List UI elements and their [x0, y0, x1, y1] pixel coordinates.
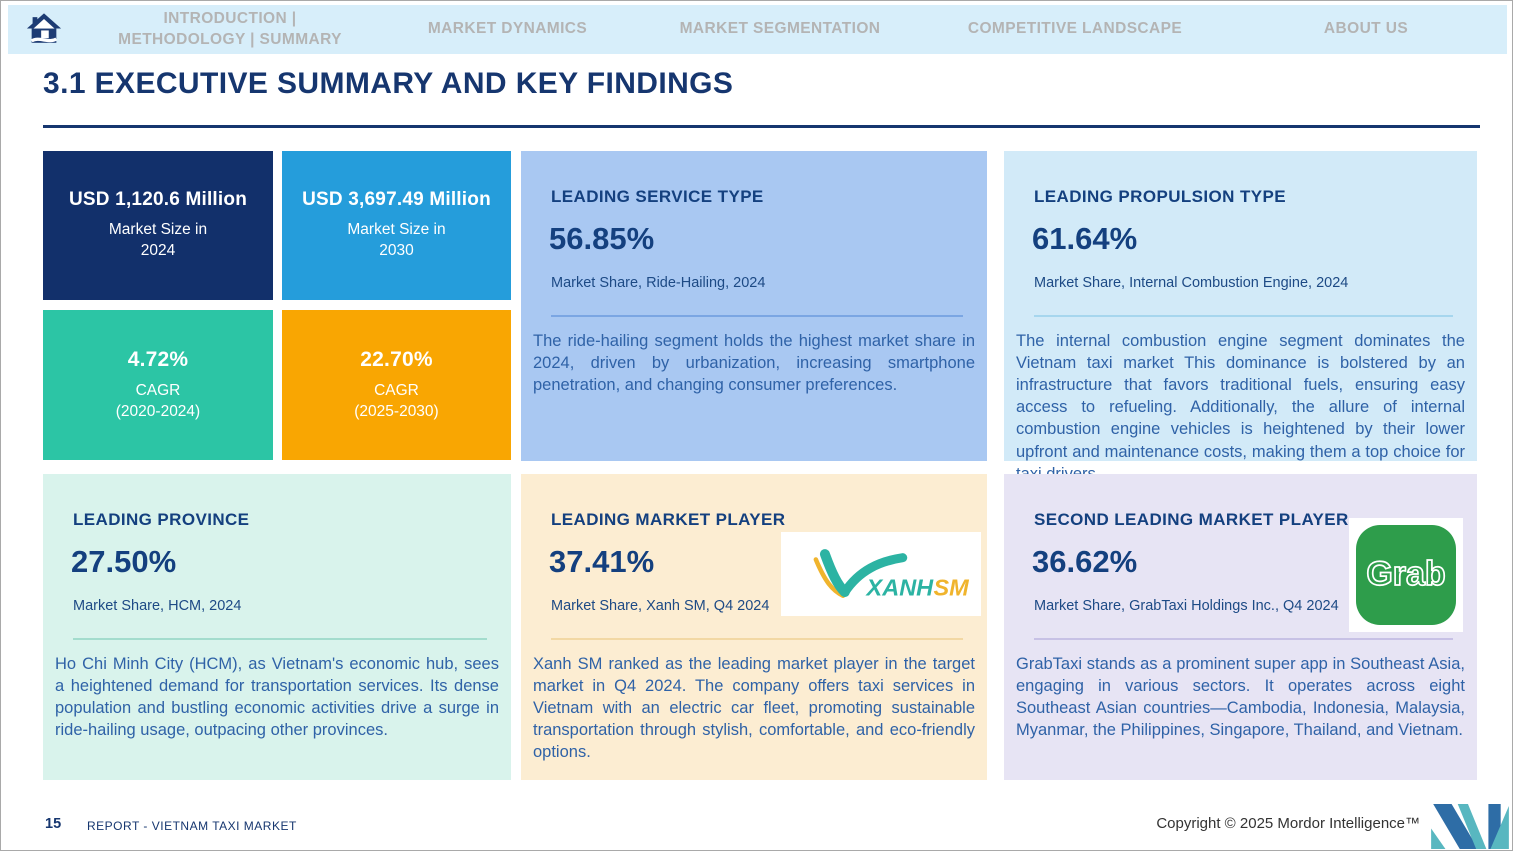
card-leading-propulsion-type: LEADING PROPULSION TYPE 61.64% Market Sh…: [1004, 151, 1477, 483]
card-divider: [1034, 638, 1453, 640]
card-value: 37.41%: [549, 544, 655, 579]
stat-label: CAGR (2020-2024): [115, 381, 201, 420]
card-body: GrabTaxi stands as a prominent super app…: [1016, 655, 1465, 740]
stat-value: USD 1,120.6 Million: [68, 189, 248, 211]
card-heading: SECOND LEADING MARKET PLAYER: [1034, 510, 1349, 529]
stat-label: Market Size in 2030: [347, 221, 446, 259]
card-body: The ride-hailing segment holds the highe…: [533, 332, 975, 395]
card-divider: [551, 315, 963, 317]
sm-logo-text: SM: [933, 575, 969, 601]
stat-value: 4.72%: [127, 347, 189, 371]
tab-label-line: COMPETITIVE LANDSCAPE: [967, 20, 1183, 38]
tab-label-line: ABOUT US: [1323, 20, 1409, 38]
stat-label: Market Size in 2024: [108, 221, 208, 259]
card-body: The internal combustion engine segment d…: [1016, 332, 1465, 483]
card-caption: Market Share, HCM, 2024: [73, 598, 242, 614]
tab-label-line: INTRODUCTION |: [163, 10, 297, 28]
tab-competitive-landscape[interactable]: COMPETITIVE LANDSCAPE: [925, 19, 1225, 39]
stat-market-size-2030: USD 3,697.49 Million Market Size in 2030: [282, 151, 511, 300]
card-caption: Market Share, GrabTaxi Holdings Inc., Q4…: [1034, 598, 1339, 614]
card-value: 61.64%: [1032, 221, 1138, 256]
card-leading-service-type: LEADING SERVICE TYPE 56.85% Market Share…: [521, 151, 987, 461]
card-caption: Market Share, Xanh SM, Q4 2024: [551, 598, 770, 614]
stat-cagr-2025-2030: 22.70% CAGR (2025-2030): [282, 310, 511, 460]
tab-label-line: MARKET SEGMENTATION: [679, 20, 881, 38]
tab-about-us[interactable]: ABOUT US: [1225, 19, 1507, 39]
footer-copyright: Copyright © 2025 Mordor Intelligence™: [1156, 815, 1420, 832]
card-heading: LEADING PROVINCE: [73, 510, 250, 529]
grab-logo-square: Grab: [1356, 525, 1456, 625]
card-heading: LEADING SERVICE TYPE: [551, 187, 764, 206]
stat-market-size-2024: USD 1,120.6 Million Market Size in 2024: [43, 151, 273, 300]
card-caption: Market Share, Ride-Hailing, 2024: [551, 275, 766, 291]
tab-label-line: METHODOLOGY | SUMMARY: [118, 30, 342, 48]
card-leading-province: LEADING PROVINCE 27.50% Market Share, HC…: [43, 474, 511, 780]
card-value: 27.50%: [71, 544, 177, 579]
nav-bar: INTRODUCTION | METHODOLOGY | SUMMARY MAR…: [8, 5, 1507, 54]
card-second-leading-market-player: SECOND LEADING MARKET PLAYER 36.62% Mark…: [1004, 474, 1477, 780]
card-divider: [551, 638, 963, 640]
home-icon: [26, 13, 62, 43]
xanh-logo-text: XANH: [865, 575, 935, 601]
card-value: 36.62%: [1032, 544, 1138, 579]
card-body: Xanh SM ranked as the leading market pla…: [533, 655, 975, 762]
card-body: Ho Chi Minh City (HCM), as Vietnam's eco…: [55, 655, 499, 740]
stat-label: CAGR (2025-2030): [354, 381, 439, 420]
card-leading-market-player: LEADING MARKET PLAYER 37.41% Market Shar…: [521, 474, 987, 780]
footer-report-label: REPORT - VIETNAM TAXI MARKET: [87, 819, 297, 833]
mordor-intelligence-logo: [1431, 804, 1509, 850]
tab-market-dynamics[interactable]: MARKET DYNAMICS: [380, 19, 635, 39]
card-heading: LEADING PROPULSION TYPE: [1034, 187, 1286, 206]
tab-label-line: MARKET DYNAMICS: [427, 20, 588, 38]
tab-market-segmentation[interactable]: MARKET SEGMENTATION: [635, 19, 925, 39]
grab-logo: Grab: [1349, 518, 1463, 632]
title-rule: [43, 125, 1480, 128]
xanh-sm-logo: XANH SM: [781, 532, 981, 616]
page-title: 3.1 EXECUTIVE SUMMARY AND KEY FINDINGS: [43, 67, 734, 100]
card-value: 56.85%: [549, 221, 655, 256]
card-heading: LEADING MARKET PLAYER: [551, 510, 786, 529]
card-divider: [73, 638, 487, 640]
grab-logo-text: Grab: [1366, 555, 1445, 593]
footer-page-number: 15: [45, 816, 62, 832]
tab-introduction-methodology-summary[interactable]: INTRODUCTION | METHODOLOGY | SUMMARY: [80, 9, 380, 49]
stat-cagr-2020-2024: 4.72% CAGR (2020-2024): [43, 310, 273, 460]
stat-value: 22.70%: [360, 347, 433, 371]
card-divider: [1034, 315, 1453, 317]
home-button[interactable]: [8, 13, 80, 46]
stat-value: USD 3,697.49 Million: [302, 189, 491, 211]
card-caption: Market Share, Internal Combustion Engine…: [1034, 275, 1349, 291]
